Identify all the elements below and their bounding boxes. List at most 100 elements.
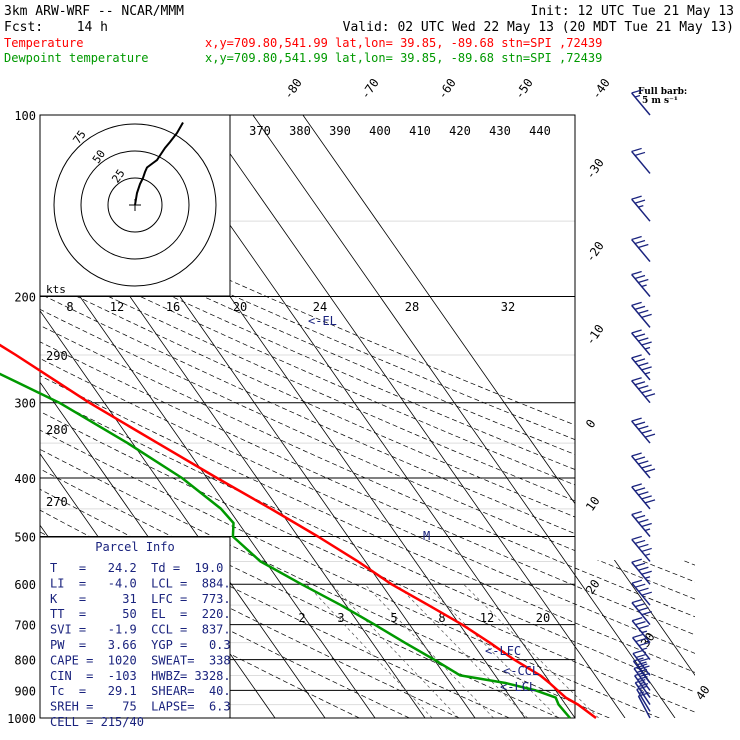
barb-key-title: Full barb: <box>638 87 687 97</box>
wind-barb-flag <box>634 421 646 426</box>
isotherm-label-right: -10 <box>583 322 607 348</box>
parcel-info-row: CELL = 215/40 <box>50 715 144 729</box>
theta-label: 440 <box>529 124 551 138</box>
mixing-ratio-label-top: 12 <box>110 300 124 314</box>
parcel-info-box: Parcel Info T = 24.2 Td = 19.0LI = -4.0 L… <box>39 536 231 729</box>
dry-adiabat-line <box>40 115 460 718</box>
wind-barb <box>636 688 651 712</box>
mixing-ratio-label-bottom: 3 <box>337 611 344 625</box>
pressure-tick-label: 600 <box>14 578 36 592</box>
mixing-ratio-label-top: 28 <box>405 300 419 314</box>
marker-el: <-EL <box>308 314 337 328</box>
theta-label-left: 290 <box>46 349 68 363</box>
dry-adiabat-line <box>40 115 610 718</box>
wind-barb-flag <box>634 199 646 204</box>
theta-label: 400 <box>369 124 391 138</box>
wind-barb-flag <box>641 464 652 469</box>
wind-barb <box>631 239 651 263</box>
legend-dewpoint: Dewpoint temperature <box>4 51 149 65</box>
wind-barb-flag <box>638 385 649 390</box>
wind-barb-flag <box>641 495 652 500</box>
wind-barb <box>632 652 651 676</box>
wind-barb-flag <box>641 610 652 616</box>
wind-barb <box>631 304 651 328</box>
wind-barb-flag <box>644 371 651 375</box>
wind-barb-flag <box>631 147 642 153</box>
hodograph-ring <box>80 150 190 260</box>
wind-barb-flag <box>635 602 646 608</box>
wind-barb-flag <box>631 301 642 306</box>
pressure-tick-label: 100 <box>14 109 36 123</box>
wind-barb-flag <box>631 235 642 241</box>
wind-barb <box>631 486 651 510</box>
wind-barb-flag <box>631 354 642 359</box>
mixing-ratio-label-top: 8 <box>66 300 73 314</box>
theta-label-left: 280 <box>46 423 68 437</box>
wind-barb-flag <box>631 598 643 604</box>
forecast-label: Fcst: <box>4 20 43 35</box>
isotherm-label-top: -70 <box>358 76 382 102</box>
wind-barb <box>631 380 651 404</box>
dry-adiabat-line <box>40 115 360 718</box>
plot-border <box>39 114 576 719</box>
wind-barb-flag <box>641 647 648 651</box>
parcel-info-row: SREH = 75 LAPSE= 6.3 <box>50 700 231 714</box>
wind-barb-flag <box>638 309 649 314</box>
pressure-tick-label: 800 <box>14 654 36 668</box>
wind-barb-flag <box>631 270 642 276</box>
wind-barb-flag <box>638 641 650 647</box>
wind-barb-flag <box>634 305 646 310</box>
isotherm-line <box>40 115 376 718</box>
wind-barb-flag <box>641 284 647 288</box>
pressure-tick-label: 300 <box>14 397 36 411</box>
wind-barb-flag <box>644 576 651 579</box>
wind-barb-flag <box>641 522 652 528</box>
pressure-tick-label: 900 <box>14 684 36 698</box>
wind-barb-flag <box>641 630 648 634</box>
wind-barb-flag <box>641 547 652 553</box>
mixing-ratio-label-top: 24 <box>313 300 327 314</box>
mixing-ratio-label-bottom: 2 <box>298 611 305 625</box>
wind-barb-flag <box>638 587 649 592</box>
wind-barb-flag <box>634 381 646 386</box>
wind-barb-flag <box>641 389 652 394</box>
wind-barb <box>631 637 651 661</box>
wind-barb-flag <box>638 337 649 342</box>
temperature-profile <box>0 343 597 720</box>
wind-barb-flag <box>641 429 652 434</box>
dry-adiabat-line <box>40 115 695 718</box>
wind-barbs <box>631 89 656 719</box>
parcel-info-row: T = 24.2 Td = 19.0 <box>50 561 223 575</box>
wind-barb <box>632 660 651 684</box>
wind-barb-flag <box>638 566 649 571</box>
wind-barb <box>631 620 651 644</box>
theta-label: 430 <box>489 124 511 138</box>
wind-barb-flag <box>635 678 646 684</box>
wind-barb-flag <box>638 518 649 524</box>
dry-adiabat-line <box>40 115 695 718</box>
wind-barb <box>631 582 651 606</box>
parcel-info-frame <box>39 536 231 719</box>
mixing-ratio-label-top: 32 <box>501 300 515 314</box>
wind-barb-flag <box>638 606 649 612</box>
dry-adiabat-line <box>40 115 695 718</box>
isotherm-line <box>302 115 695 718</box>
wind-barb <box>631 150 651 174</box>
forecast-hour: 14 h <box>77 20 108 35</box>
wind-barb-flag <box>638 625 649 630</box>
wind-barb-flag <box>634 358 646 363</box>
theta-label-left: 270 <box>46 495 68 509</box>
wind-barb-flag <box>635 621 646 626</box>
parcel-info-row: Tc = 29.1 SHEAR= 40. <box>50 684 231 698</box>
wind-barb-flag <box>631 329 642 334</box>
isotherm-label-top: -60 <box>435 76 459 102</box>
model-title: 3km ARW-WRF -- NCAR/MMM <box>4 4 184 19</box>
wind-barb-flag <box>634 487 646 492</box>
wind-barb <box>631 561 651 585</box>
parcel-info-title: Parcel Info <box>95 540 174 554</box>
hodograph-ring <box>107 177 163 233</box>
valid-time: Valid: 02 UTC Wed 22 May 13 (20 MDT Tue … <box>343 20 734 35</box>
parcel-info-row: CAPE = 1020 SWEAT= 338 <box>50 653 231 667</box>
dry-adiabat-line <box>40 115 695 718</box>
marker-lfc: <-LFC <box>485 644 521 658</box>
